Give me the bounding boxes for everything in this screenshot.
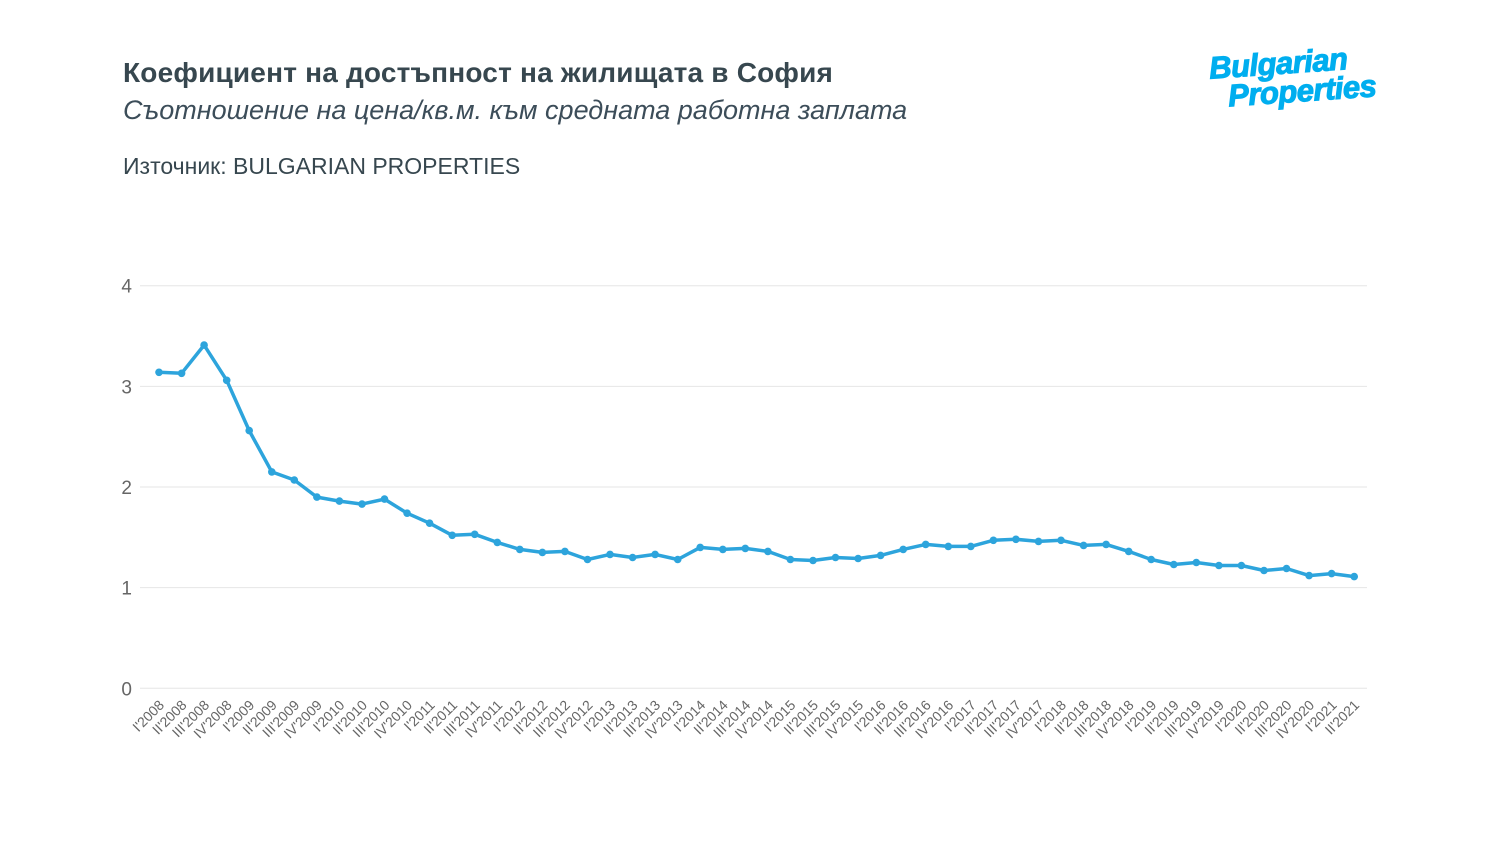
data-point (876, 551, 885, 560)
data-point (1124, 547, 1133, 556)
data-point (200, 341, 208, 349)
data-point (177, 369, 186, 378)
data-point (651, 550, 659, 559)
data-point (380, 495, 389, 503)
data-point (583, 555, 592, 564)
data-point (1192, 558, 1201, 567)
page-title: Коефициент на достъпност на жилищата в С… (123, 57, 834, 88)
data-point (854, 554, 862, 563)
data-point (403, 509, 411, 517)
data-point (1260, 566, 1268, 575)
data-point (1147, 555, 1155, 564)
chart-header: Коефициент на достъпност на жилищата в С… (123, 54, 907, 180)
data-point (606, 550, 614, 559)
y-axis-label-1: 1 (121, 579, 132, 600)
data-point (764, 547, 772, 556)
data-point (1170, 560, 1178, 569)
data-point (425, 519, 434, 527)
data-point (538, 548, 547, 557)
chart-line (157, 343, 1356, 579)
data-point (628, 553, 637, 562)
data-point (1057, 536, 1065, 545)
data-point (290, 476, 299, 484)
data-point (1079, 541, 1088, 550)
data-point (222, 376, 231, 385)
data-point (448, 531, 457, 540)
data-point (358, 500, 366, 508)
data-point (155, 368, 163, 377)
data-point (1215, 561, 1223, 570)
data-point (1305, 571, 1313, 580)
data-point (561, 547, 569, 556)
data-point (719, 545, 727, 554)
data-point (493, 538, 502, 547)
data-point (831, 553, 840, 562)
data-point (696, 543, 704, 552)
data-point (245, 426, 253, 435)
source-label: Източник: BULGARIAN PROPERTIES (123, 153, 521, 179)
data-point (335, 497, 344, 505)
data-point (1034, 537, 1043, 546)
data-point (899, 545, 907, 554)
data-point (516, 545, 524, 554)
data-point (470, 530, 479, 539)
data-point (1282, 564, 1291, 573)
page-subtitle: Съотношение на цена/кв.м. към средната р… (123, 95, 908, 125)
data-point (809, 556, 817, 565)
data-point (944, 542, 953, 551)
data-point (268, 468, 276, 476)
data-point (967, 542, 975, 551)
data-point (1350, 572, 1358, 581)
data-point (786, 555, 795, 564)
y-axis-label-2: 2 (121, 478, 132, 499)
data-point (1237, 561, 1246, 570)
data-point (313, 493, 321, 501)
data-point (741, 544, 750, 553)
y-axis-label-4: 4 (121, 277, 132, 298)
data-point (1102, 540, 1110, 549)
data-point (989, 536, 998, 545)
data-point (921, 540, 930, 549)
data-point (1012, 535, 1020, 544)
data-point (673, 555, 682, 564)
y-axis-label-3: 3 (121, 377, 132, 398)
data-point (1327, 569, 1336, 578)
y-axis-label-0: 0 (121, 679, 132, 700)
